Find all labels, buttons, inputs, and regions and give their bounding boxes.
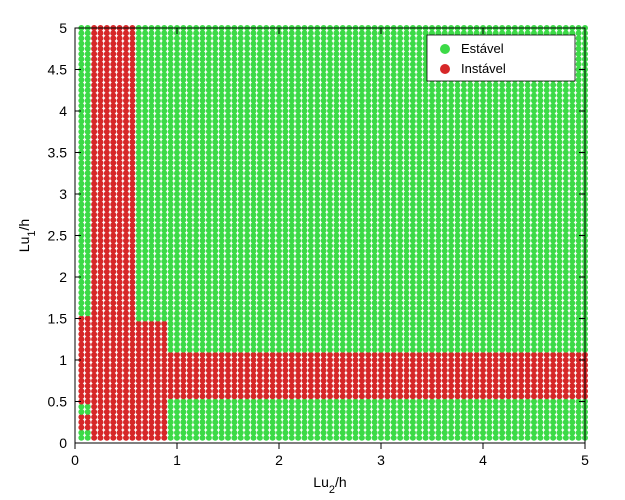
y-tick-label: 1 [59, 352, 67, 368]
y-tick-label: 3.5 [48, 145, 68, 161]
y-tick-label: 2.5 [48, 228, 68, 244]
y-tick-label: 0 [59, 435, 67, 451]
y-tick-label: 2 [59, 269, 67, 285]
x-tick-label: 0 [71, 452, 79, 468]
y-tick-label: 1.5 [48, 311, 68, 327]
y-tick-label: 0.5 [48, 394, 68, 410]
legend-marker [440, 64, 450, 74]
x-tick-label: 5 [581, 452, 589, 468]
y-tick-label: 3 [59, 186, 67, 202]
x-tick-label: 4 [479, 452, 487, 468]
legend: Estável Instável [427, 35, 575, 81]
x-tick-label: 1 [173, 452, 181, 468]
y-tick-label: 4.5 [48, 62, 68, 78]
y-tick-label: 5 [59, 20, 67, 36]
legend-label: Instável [461, 61, 506, 76]
legend-label: Estável [461, 41, 504, 56]
x-tick-label: 2 [275, 452, 283, 468]
stability-scatter-plot: 01234500.511.522.533.544.55Lu2/hLu1/hEst… [0, 0, 625, 500]
legend-marker [440, 44, 450, 54]
chart-container: { "chart": { "type": "scatter-grid-stabi… [0, 0, 625, 500]
y-tick-label: 4 [59, 103, 67, 119]
x-tick-label: 3 [377, 452, 385, 468]
